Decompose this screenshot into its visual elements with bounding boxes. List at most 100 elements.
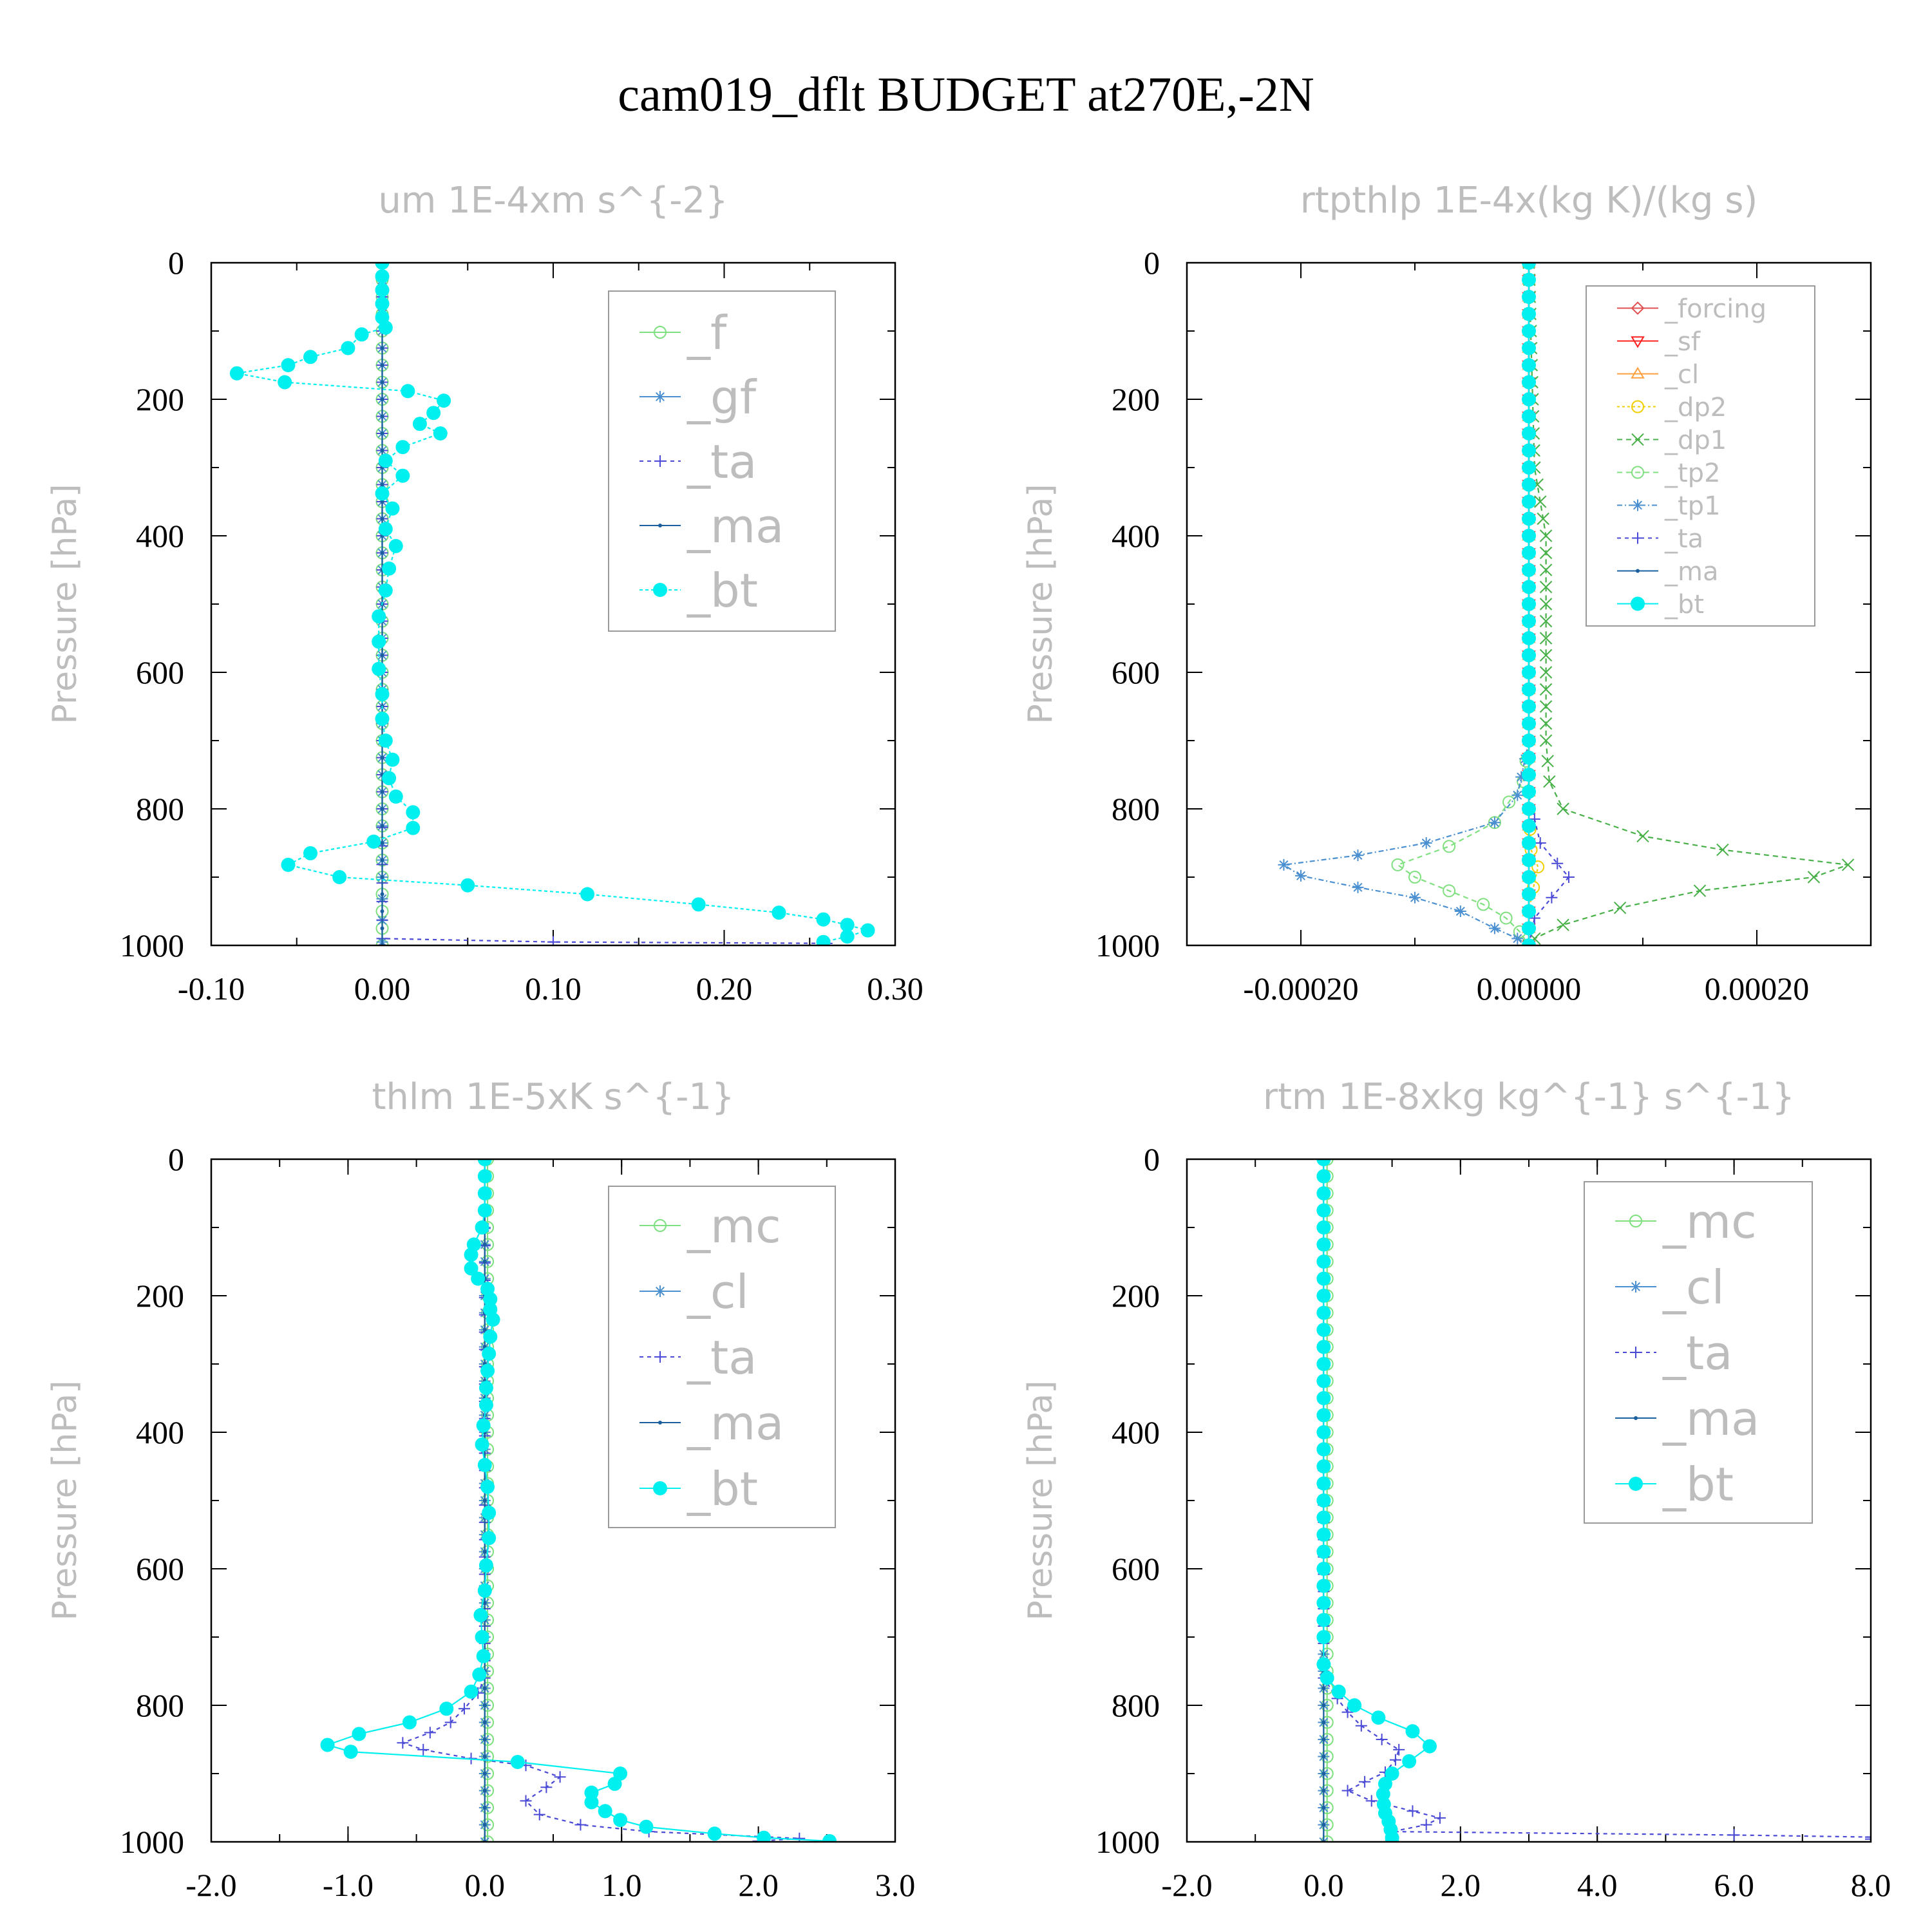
data-point: [482, 1242, 487, 1247]
data-point: [860, 923, 875, 938]
data-point: [1499, 911, 1513, 925]
data-point: [482, 1806, 487, 1810]
x-tick-label: 0.00020: [1705, 971, 1810, 1007]
data-point: [478, 1558, 493, 1573]
data-point: [1316, 1203, 1331, 1218]
legend-label: _ta: [1664, 524, 1703, 554]
data-point: [483, 1329, 498, 1344]
data-point: [1522, 324, 1536, 338]
chart-title: rtpthlp 1E-4x(kg K)/(kg s): [1300, 180, 1758, 222]
data-point: [380, 380, 384, 384]
legend-marker: [653, 583, 667, 597]
legend-item: _tp2: [1617, 459, 1721, 488]
data-point: [481, 1835, 495, 1842]
data-point: [1865, 1833, 1871, 1842]
x-tick-label: 3.0: [875, 1867, 916, 1903]
legend-marker: [1630, 1281, 1642, 1293]
data-point: [372, 609, 386, 624]
data-point: [1511, 933, 1524, 945]
data-point: [1316, 1271, 1331, 1286]
legend-label: _dp2: [1664, 393, 1727, 422]
data-point: [1539, 529, 1553, 542]
data-point: [1454, 905, 1466, 917]
data-point: [1533, 495, 1547, 508]
series-bt: [320, 1159, 837, 1842]
data-point: [1355, 1719, 1367, 1732]
data-point: [607, 1776, 622, 1791]
x-tick-label: 8.0: [1851, 1867, 1891, 1903]
data-point: [464, 1247, 478, 1262]
data-point: [1316, 1289, 1331, 1303]
data-point: [417, 1743, 430, 1756]
legend-label: _ta: [1662, 1326, 1732, 1380]
legend-marker: [1631, 301, 1645, 315]
data-point: [375, 687, 390, 701]
data-point: [1316, 1391, 1331, 1405]
data-point: [1316, 1186, 1331, 1200]
data-point: [366, 834, 381, 849]
data-point: [482, 1347, 497, 1361]
data-point: [458, 1703, 470, 1715]
data-point: [1522, 307, 1536, 321]
legend-label: _f: [687, 306, 728, 360]
data-point: [1531, 860, 1545, 874]
data-point: [574, 1819, 587, 1831]
legend: _forcing_sf_cl _dp2 _dp1 _tp2 _tp1_ta_ma_bt: [1586, 285, 1815, 627]
data-point: [1522, 529, 1536, 543]
data-point: [380, 448, 384, 453]
x-tick-label: -2.0: [1161, 1867, 1212, 1903]
data-point: [397, 1737, 409, 1749]
data-point: [1316, 1237, 1331, 1252]
data-point: [380, 653, 384, 658]
data-point: [554, 1771, 566, 1783]
data-point: [772, 905, 786, 920]
x-tick-label: 0.20: [696, 971, 753, 1007]
y-tick-label: 800: [136, 791, 184, 827]
data-point: [475, 1437, 489, 1452]
data-point: [482, 1506, 497, 1520]
legend-label: _forcing: [1664, 294, 1766, 324]
data-point: [1539, 546, 1553, 560]
data-point: [1522, 375, 1536, 390]
y-axis-label: Pressure [hPa]: [46, 484, 84, 724]
data-point: [1316, 1578, 1331, 1593]
data-point: [406, 820, 421, 835]
data-point: [547, 936, 559, 945]
data-point: [406, 805, 421, 820]
data-point: [477, 1186, 492, 1200]
data-point: [1321, 1788, 1326, 1793]
legend-marker: [654, 1219, 667, 1232]
data-point: [840, 929, 855, 944]
legend-marker: [654, 455, 666, 467]
data-point: [1522, 853, 1536, 867]
data-point: [378, 522, 393, 536]
data-point: [1316, 1220, 1331, 1235]
data-point: [482, 1788, 487, 1793]
data-point: [1728, 1829, 1740, 1841]
data-point: [372, 634, 386, 649]
y-tick-label: 400: [1112, 1414, 1160, 1450]
data-point: [472, 1667, 487, 1682]
y-tick-label: 800: [136, 1687, 184, 1723]
data-point: [1522, 648, 1536, 663]
data-point: [426, 406, 441, 421]
data-point: [1316, 1562, 1331, 1576]
data-point: [1278, 858, 1290, 871]
data-point: [1316, 1476, 1331, 1491]
series-tp2: [1391, 263, 1535, 945]
x-tick-label: 1.0: [601, 1867, 642, 1903]
data-point: [1522, 836, 1536, 850]
data-point: [476, 1649, 491, 1663]
data-point: [1539, 700, 1553, 713]
legend: _mc _cl _ta _ma _bt: [608, 1186, 836, 1528]
data-point: [476, 1418, 491, 1433]
data-point: [1316, 1169, 1331, 1184]
data-point: [1316, 1159, 1331, 1166]
data-point: [1534, 837, 1546, 849]
legend-item: _ta: [1617, 524, 1703, 554]
data-point: [482, 1499, 487, 1502]
data-point: [1557, 918, 1569, 931]
data-point: [1522, 870, 1536, 884]
data-point: [1316, 1596, 1331, 1610]
